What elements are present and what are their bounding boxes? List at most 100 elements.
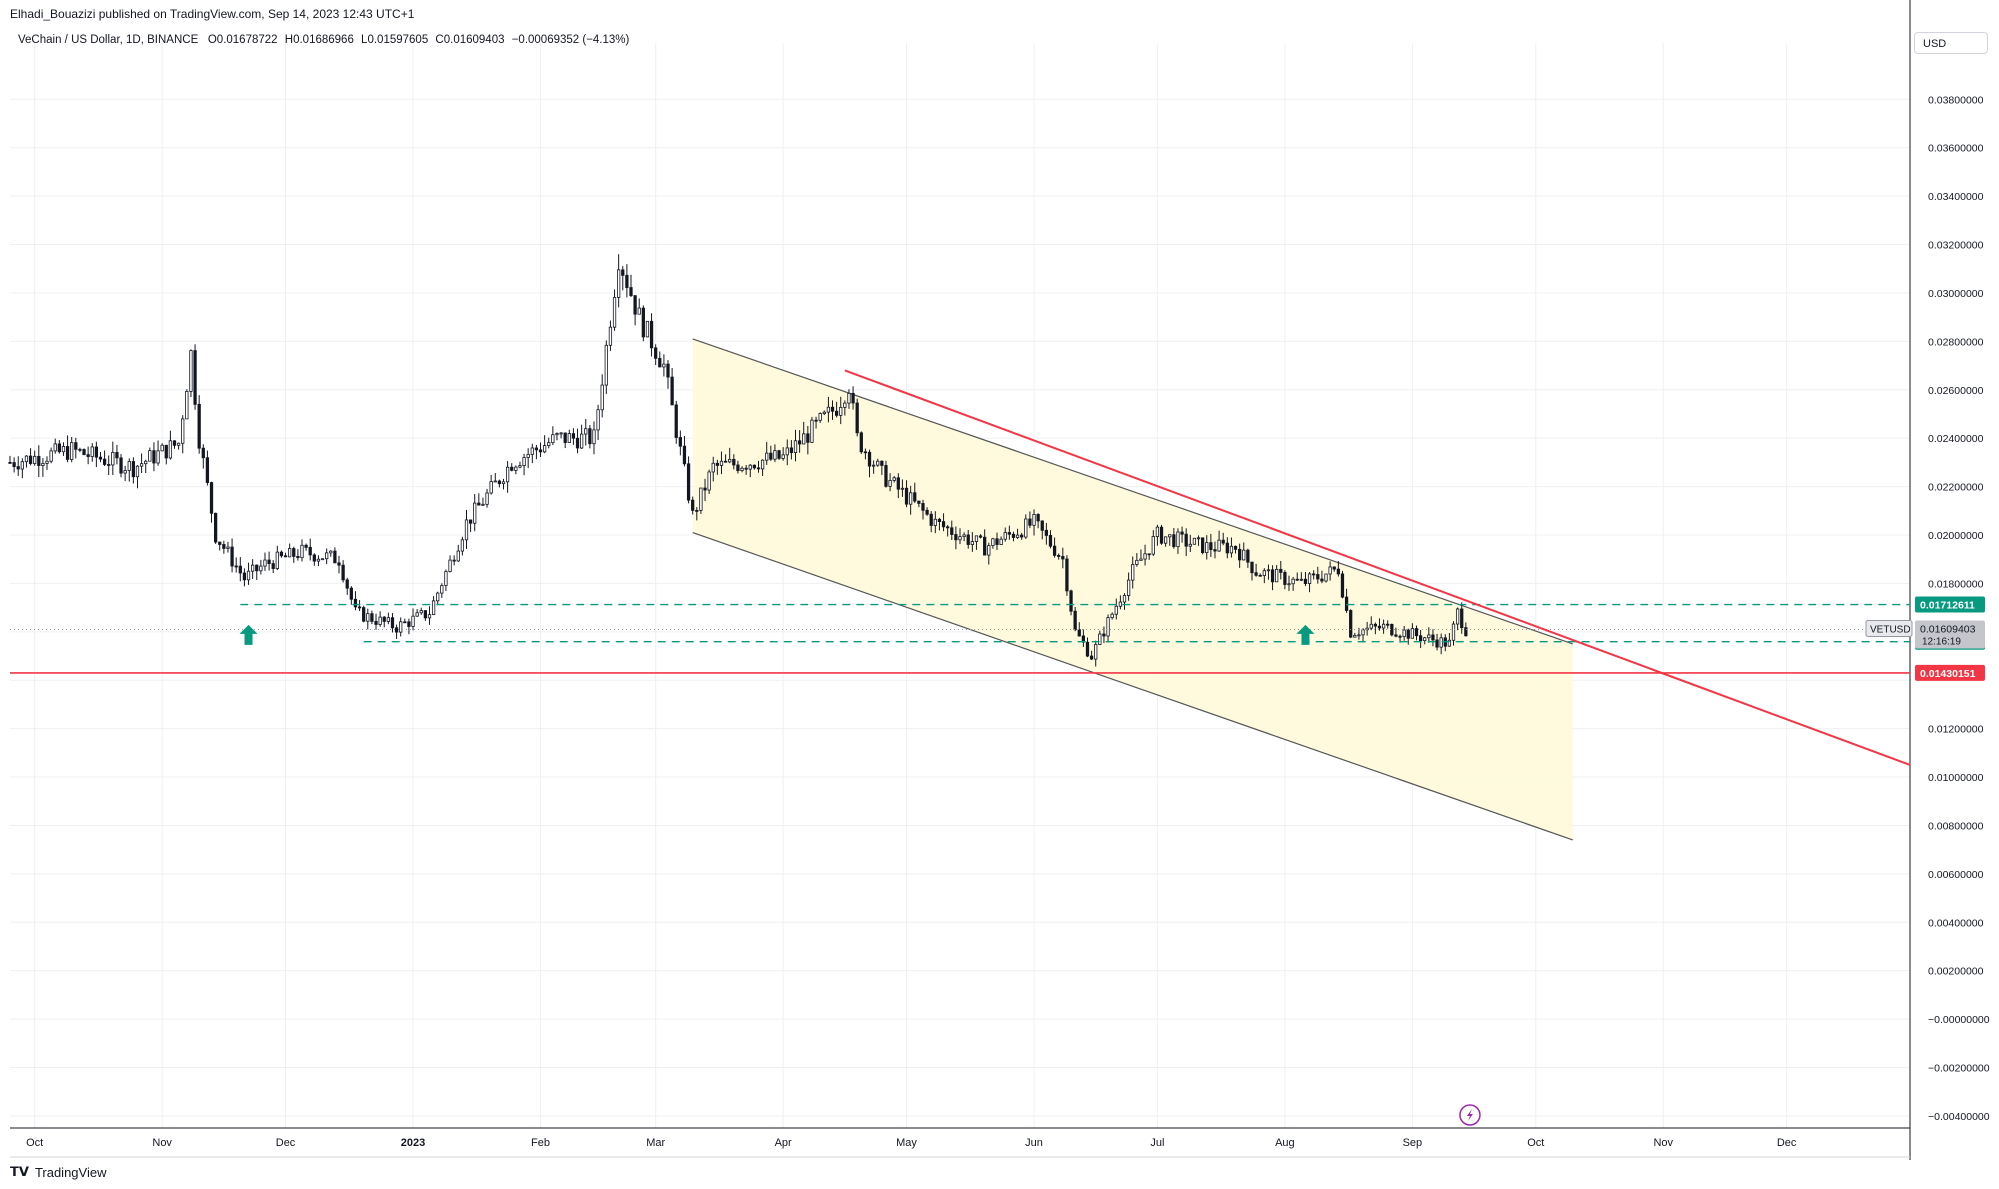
candle-body-down: [304, 544, 308, 548]
candle-body-up: [662, 363, 666, 368]
flash-icon[interactable]: [1459, 1104, 1481, 1126]
candle: [436, 591, 440, 606]
candle-body-up: [999, 538, 1003, 545]
candle: [1118, 595, 1123, 610]
candle: [45, 456, 49, 470]
candle-body-up: [608, 326, 613, 346]
candle: [234, 557, 238, 573]
candle-body-down: [769, 452, 773, 460]
footer-brand-label: TradingView: [34, 1164, 107, 1180]
candle: [213, 512, 218, 544]
candle: [1168, 534, 1172, 546]
candle: [1077, 622, 1081, 637]
candle-body-down: [814, 419, 818, 422]
candle-body-up: [522, 457, 526, 466]
candle-body-down: [1180, 531, 1184, 535]
candle-body-down: [571, 433, 576, 439]
price-axis[interactable]: 0.03800000 0.03600000 0.03400000 0.03200000…: [1928, 94, 1990, 1123]
candle: [962, 532, 966, 542]
candle-body-up: [699, 487, 703, 511]
candle-body-down: [37, 455, 41, 466]
time-axis[interactable]: Oct Nov Dec 2023 Feb Mar Apr May Jun Jul Aug Sep Oct…: [26, 1137, 1797, 1149]
candle-body-up: [843, 402, 847, 408]
candle-body-down: [1373, 623, 1378, 627]
candle: [954, 526, 958, 550]
candle: [477, 493, 481, 506]
candle-body-up: [970, 541, 974, 545]
candle: [1250, 561, 1254, 581]
candle: [1394, 627, 1398, 638]
candle: [316, 555, 321, 567]
time-tick-label: Oct: [26, 1137, 43, 1149]
candle-body-down: [629, 287, 633, 296]
candle: [514, 465, 518, 475]
candle-body-down: [28, 455, 33, 464]
candle: [872, 460, 876, 474]
candle: [28, 448, 33, 466]
candle: [1365, 621, 1369, 636]
candle-body-up: [1094, 644, 1098, 660]
candle: [1328, 561, 1332, 581]
candle: [1377, 618, 1382, 631]
candle-body-down: [345, 579, 349, 589]
candle: [53, 438, 57, 454]
candle-body-up: [156, 450, 160, 464]
candle: [312, 553, 316, 566]
candle-body-down: [896, 477, 900, 490]
candle: [769, 445, 773, 461]
candle-body-up: [33, 455, 37, 464]
candle-body-up: [781, 454, 785, 459]
candle-body-up: [1135, 559, 1139, 565]
candle-body-down: [1279, 568, 1283, 573]
candle: [20, 458, 24, 479]
candle: [699, 487, 703, 514]
candle: [1447, 633, 1452, 647]
candle: [728, 447, 732, 464]
candle-body-down: [510, 466, 514, 471]
candle: [1102, 626, 1106, 644]
close-value: 0.01609403: [443, 34, 505, 46]
candle-body-down: [131, 461, 136, 478]
symbol-name[interactable]: VeChain / US Dollar, 1D, BINANCE: [18, 34, 199, 46]
candle: [374, 613, 378, 630]
candle: [1188, 534, 1192, 552]
candle: [834, 401, 839, 418]
candle: [1258, 573, 1262, 577]
footer-brand[interactable]: 𝗧𝗩 TradingView: [10, 1164, 106, 1180]
candle-body-down: [102, 458, 107, 465]
candle-body-up: [1369, 623, 1373, 629]
candle-body-down: [917, 500, 921, 504]
candle: [1295, 572, 1299, 581]
candle: [337, 555, 341, 574]
candle-body-down: [904, 487, 909, 505]
currency-button[interactable]: USD: [1914, 32, 1988, 54]
candle: [847, 389, 851, 409]
candle: [1196, 535, 1201, 546]
candle-body-up: [1299, 578, 1303, 581]
candle: [1316, 566, 1320, 584]
candle: [1262, 568, 1266, 584]
candle: [1451, 621, 1456, 646]
candle: [37, 445, 41, 478]
candle-body-up: [1032, 514, 1036, 526]
candle: [933, 511, 937, 534]
candle: [715, 459, 719, 475]
price-tick-label: 0.00800000: [1928, 820, 1984, 832]
candle: [1349, 609, 1353, 639]
candle: [86, 446, 90, 465]
candle: [538, 442, 543, 458]
candle-body-up: [127, 461, 131, 471]
candle-body-up: [49, 450, 53, 462]
candle: [386, 612, 390, 625]
candle-body-down: [1048, 535, 1053, 547]
candle-body-down: [1386, 623, 1390, 626]
candle: [226, 541, 230, 553]
candle: [123, 465, 127, 482]
candle: [678, 430, 682, 456]
candle-body-up: [1361, 629, 1365, 636]
candle-body-up: [818, 413, 822, 421]
candle-body-down: [86, 454, 90, 457]
symbol-tag-label: VETUSD: [1870, 625, 1911, 636]
candle: [744, 465, 748, 475]
